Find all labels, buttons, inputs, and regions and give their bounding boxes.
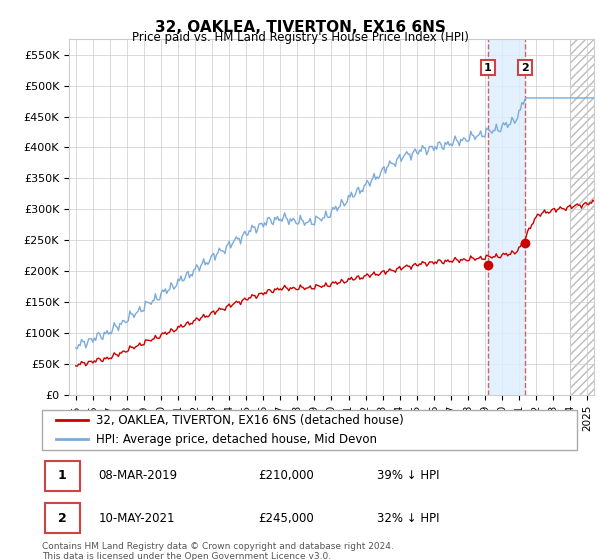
Text: 39% ↓ HPI: 39% ↓ HPI xyxy=(377,469,439,482)
Text: 10-MAY-2021: 10-MAY-2021 xyxy=(98,512,175,525)
Bar xyxy=(570,39,600,395)
FancyBboxPatch shape xyxy=(45,461,80,491)
Text: Price paid vs. HM Land Registry's House Price Index (HPI): Price paid vs. HM Land Registry's House … xyxy=(131,31,469,44)
Text: £210,000: £210,000 xyxy=(258,469,314,482)
Text: 08-MAR-2019: 08-MAR-2019 xyxy=(98,469,178,482)
Text: £245,000: £245,000 xyxy=(258,512,314,525)
Text: 2: 2 xyxy=(521,63,529,73)
Text: 1: 1 xyxy=(484,63,492,73)
FancyBboxPatch shape xyxy=(42,410,577,450)
Bar xyxy=(488,39,525,395)
Text: HPI: Average price, detached house, Mid Devon: HPI: Average price, detached house, Mid … xyxy=(96,433,377,446)
Text: 32, OAKLEA, TIVERTON, EX16 6NS: 32, OAKLEA, TIVERTON, EX16 6NS xyxy=(155,20,445,35)
Text: 32, OAKLEA, TIVERTON, EX16 6NS (detached house): 32, OAKLEA, TIVERTON, EX16 6NS (detached… xyxy=(96,414,404,427)
Text: 2: 2 xyxy=(58,512,67,525)
Text: 32% ↓ HPI: 32% ↓ HPI xyxy=(377,512,439,525)
Text: 1: 1 xyxy=(58,469,67,482)
Text: Contains HM Land Registry data © Crown copyright and database right 2024.
This d: Contains HM Land Registry data © Crown c… xyxy=(42,542,394,560)
FancyBboxPatch shape xyxy=(45,503,80,533)
